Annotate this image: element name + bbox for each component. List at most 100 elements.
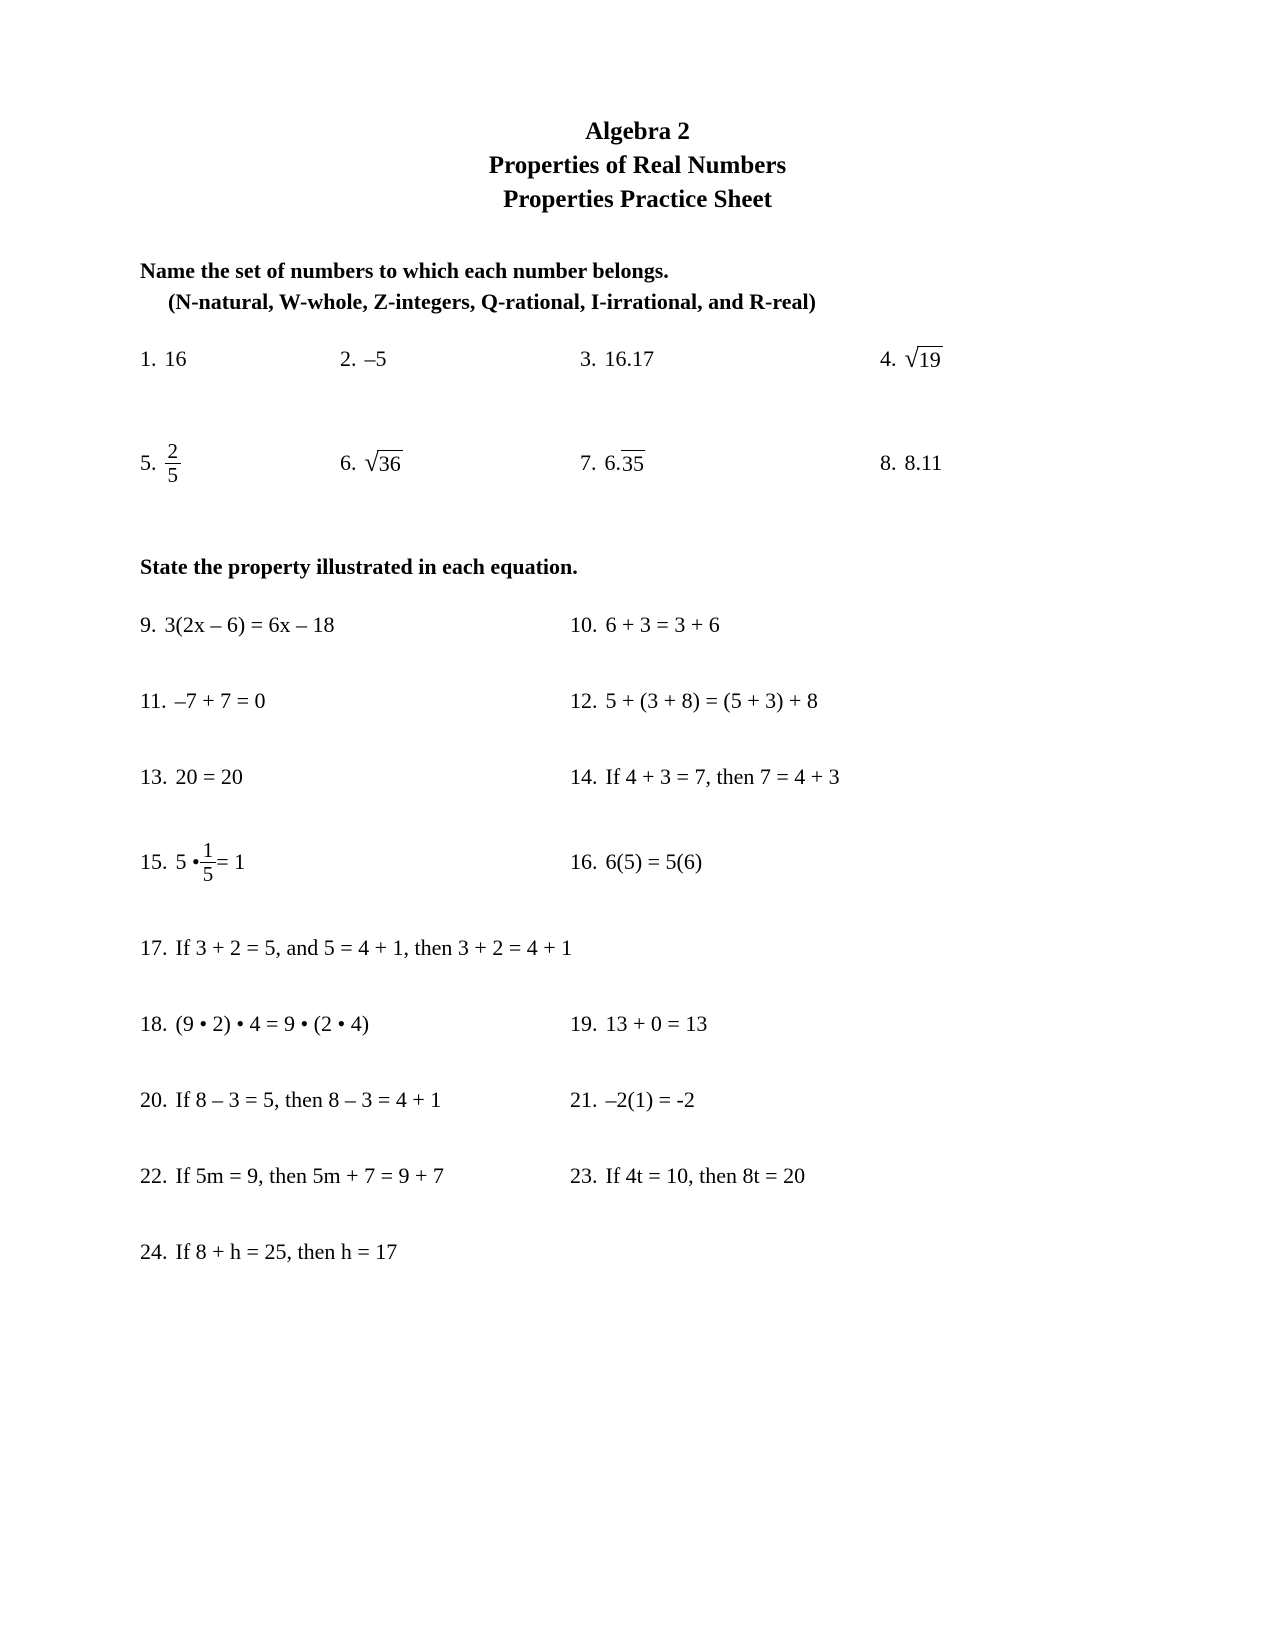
problem-3: 3. 16.17 (580, 346, 880, 373)
problem-number: 2. (340, 346, 357, 372)
problem-6: 6. √ 36 (340, 441, 580, 486)
sqrt-expression: √ 19 (905, 346, 943, 373)
problem-value: –5 (365, 346, 387, 372)
problem-5: 5. 2 5 (140, 441, 340, 486)
problem-value: –2(1) = -2 (606, 1087, 695, 1113)
problem-value: If 8 – 3 = 5, then 8 – 3 = 4 + 1 (176, 1087, 442, 1113)
problem-value: (9 • 2) • 4 = 9 • (2 • 4) (176, 1011, 370, 1037)
problem-value: 16 (165, 346, 187, 372)
problem-number: 12. (570, 688, 598, 714)
problem-value: 8.11 (905, 450, 943, 476)
problem-12: 12. 5 + (3 + 8) = (5 + 3) + 8 (570, 688, 1000, 714)
problem-value: 5 + (3 + 8) = (5 + 3) + 8 (606, 688, 818, 714)
problem-17: 17. If 3 + 2 = 5, and 5 = 4 + 1, then 3 … (140, 935, 1135, 961)
problem-10: 10. 6 + 3 = 3 + 6 (570, 612, 1000, 638)
problem-number: 5. (140, 450, 157, 476)
problem-number: 6. (340, 450, 357, 476)
problem-22: 22. If 5m = 9, then 5m + 7 = 9 + 7 (140, 1163, 570, 1189)
problem-value: 3(2x – 6) = 6x – 18 (165, 612, 335, 638)
problem-14: 14. If 4 + 3 = 7, then 7 = 4 + 3 (570, 764, 1000, 790)
problem-number: 7. (580, 450, 597, 476)
title-line-2: Properties of Real Numbers (140, 149, 1135, 183)
problem-16: 16. 6(5) = 5(6) (570, 840, 1000, 885)
problem-number: 11. (140, 688, 167, 714)
sqrt-argument: 36 (377, 450, 403, 477)
repeating-part: 35 (621, 450, 645, 477)
problem-number: 10. (570, 612, 598, 638)
problem-number: 16. (570, 849, 598, 875)
problem-19: 19. 13 + 0 = 13 (570, 1011, 1000, 1037)
row-problems-11-12: 11. –7 + 7 = 0 12. 5 + (3 + 8) = (5 + 3)… (140, 688, 1135, 714)
problem-number: 13. (140, 764, 168, 790)
row-problems-13-14: 13. 20 = 20 14. If 4 + 3 = 7, then 7 = 4… (140, 764, 1135, 790)
problem-number: 22. (140, 1163, 168, 1189)
problem-number: 21. (570, 1087, 598, 1113)
problem-18: 18. (9 • 2) • 4 = 9 • (2 • 4) (140, 1011, 570, 1037)
sqrt-expression: √ 36 (365, 450, 403, 477)
problem-number: 24. (140, 1239, 168, 1265)
problem-number: 23. (570, 1163, 598, 1189)
problem-23: 23. If 4t = 10, then 8t = 20 (570, 1163, 1000, 1189)
row-problems-9-10: 9. 3(2x – 6) = 6x – 18 10. 6 + 3 = 3 + 6 (140, 612, 1135, 638)
problem-value: If 5m = 9, then 5m + 7 = 9 + 7 (176, 1163, 444, 1189)
problem-4: 4. √ 19 (880, 346, 1080, 373)
sqrt-argument: 19 (917, 346, 943, 373)
numerator: 2 (165, 441, 182, 464)
equation-pre: 5 • (176, 849, 200, 875)
row-problems-18-19: 18. (9 • 2) • 4 = 9 • (2 • 4) 19. 13 + 0… (140, 1011, 1135, 1037)
section1-header: Name the set of numbers to which each nu… (140, 256, 1135, 318)
problem-1: 1. 16 (140, 346, 340, 373)
problem-9: 9. 3(2x – 6) = 6x – 18 (140, 612, 570, 638)
section1-header-text: Name the set of numbers to which each nu… (140, 256, 1135, 287)
problem-value: 6 + 3 = 3 + 6 (606, 612, 720, 638)
problem-number: 14. (570, 764, 598, 790)
problem-number: 20. (140, 1087, 168, 1113)
equation: 5 • 1 5 = 1 (176, 840, 246, 885)
problem-number: 18. (140, 1011, 168, 1037)
section2-header: State the property illustrated in each e… (140, 554, 1135, 580)
problem-15: 15. 5 • 1 5 = 1 (140, 840, 570, 885)
problem-13: 13. 20 = 20 (140, 764, 570, 790)
problem-value: 6(5) = 5(6) (606, 849, 703, 875)
decimal-prefix: 6. (605, 450, 622, 476)
fraction: 2 5 (165, 441, 182, 486)
denominator: 5 (200, 863, 217, 885)
problem-number: 8. (880, 450, 897, 476)
problem-number: 19. (570, 1011, 598, 1037)
problem-number: 3. (580, 346, 597, 372)
problem-8: 8. 8.11 (880, 441, 1080, 486)
denominator: 5 (165, 464, 182, 486)
problem-20: 20. If 8 – 3 = 5, then 8 – 3 = 4 + 1 (140, 1087, 570, 1113)
problem-number: 15. (140, 849, 168, 875)
problem-7: 7. 6.35 (580, 441, 880, 486)
title-block: Algebra 2 Properties of Real Numbers Pro… (140, 115, 1135, 216)
title-line-1: Algebra 2 (140, 115, 1135, 149)
problem-value: If 4t = 10, then 8t = 20 (606, 1163, 806, 1189)
row-problems-20-21: 20. If 8 – 3 = 5, then 8 – 3 = 4 + 1 21.… (140, 1087, 1135, 1113)
problem-21: 21. –2(1) = -2 (570, 1087, 1000, 1113)
problem-value: 16.17 (605, 346, 655, 372)
problem-2: 2. –5 (340, 346, 580, 373)
problem-number: 9. (140, 612, 157, 638)
row-problems-15-16: 15. 5 • 1 5 = 1 16. 6(5) = 5(6) (140, 840, 1135, 885)
problem-value: –7 + 7 = 0 (175, 688, 266, 714)
repeating-decimal: 6.35 (605, 450, 646, 477)
problem-value: If 8 + h = 25, then h = 17 (176, 1239, 398, 1265)
problem-number: 1. (140, 346, 157, 372)
equation-post: = 1 (216, 849, 245, 875)
problem-value: If 4 + 3 = 7, then 7 = 4 + 3 (606, 764, 840, 790)
row-problems-5-8: 5. 2 5 6. √ 36 7. 6.35 8. 8.11 (140, 441, 1135, 486)
row-problems-1-4: 1. 16 2. –5 3. 16.17 4. √ 19 (140, 346, 1135, 373)
problem-11: 11. –7 + 7 = 0 (140, 688, 570, 714)
problem-value: If 3 + 2 = 5, and 5 = 4 + 1, then 3 + 2 … (176, 935, 573, 961)
problem-value: 13 + 0 = 13 (606, 1011, 708, 1037)
problem-number: 4. (880, 346, 897, 372)
problem-value: 20 = 20 (176, 764, 243, 790)
row-problems-22-23: 22. If 5m = 9, then 5m + 7 = 9 + 7 23. I… (140, 1163, 1135, 1189)
problem-number: 17. (140, 935, 168, 961)
title-line-3: Properties Practice Sheet (140, 183, 1135, 217)
problem-24: 24. If 8 + h = 25, then h = 17 (140, 1239, 1135, 1265)
section1-subheader: (N-natural, W-whole, Z-integers, Q-ratio… (140, 287, 1135, 318)
fraction: 1 5 (200, 840, 217, 885)
numerator: 1 (200, 840, 217, 863)
